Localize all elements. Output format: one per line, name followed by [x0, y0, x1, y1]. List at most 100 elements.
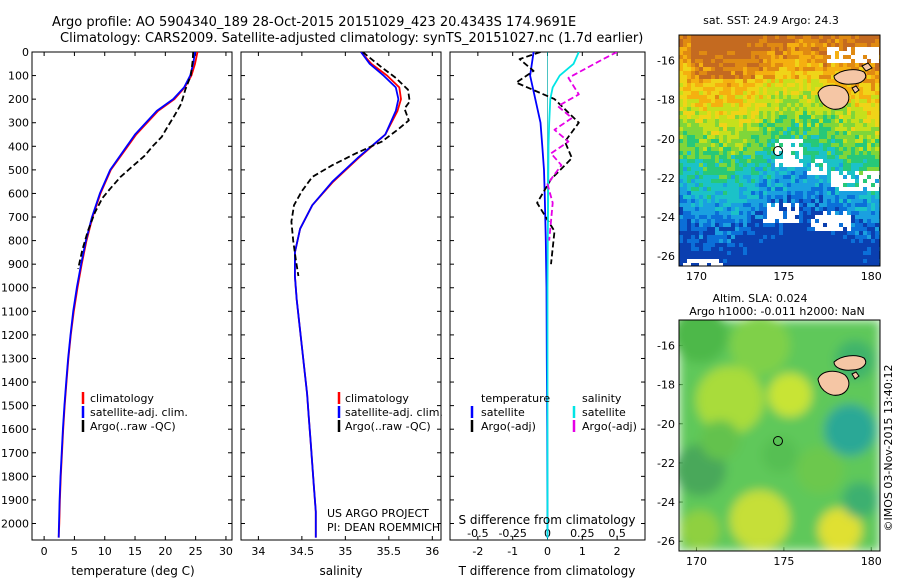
sst-pixel: [763, 127, 768, 132]
sst-pixel: [727, 247, 732, 252]
sst-pixel: [827, 199, 832, 204]
sst-pixel: [695, 231, 700, 236]
sst-pixel: [803, 103, 808, 108]
sst-pixel: [763, 135, 768, 140]
sst-pixel: [815, 199, 820, 204]
sst-pixel: [735, 183, 740, 188]
sst-pixel: [759, 167, 764, 172]
sst-pixel: [779, 151, 784, 156]
sst-pixel: [875, 95, 880, 100]
sst-pixel: [743, 243, 748, 248]
sst-pixel: [743, 255, 748, 260]
sst-pixel: [807, 99, 812, 104]
sst-pixel: [823, 127, 828, 132]
sst-pixel: [715, 107, 720, 112]
sst-pixel: [723, 175, 728, 180]
sst-pixel: [731, 187, 736, 192]
sst-pixel: [791, 259, 796, 264]
sst-pixel: [735, 99, 740, 104]
sst-pixel: [815, 59, 820, 64]
sst-pixel: [815, 55, 820, 60]
sst-pixel: [795, 119, 800, 124]
sst-pixel: [795, 251, 800, 256]
sst-pixel: [739, 235, 744, 240]
sst-pixel: [739, 203, 744, 208]
sst-pixel: [751, 87, 756, 92]
sst-pixel: [799, 147, 804, 152]
legend-label-temp-argo: Argo(-adj): [481, 420, 536, 433]
sst-pixel: [847, 231, 852, 236]
project-line1: US ARGO PROJECT: [327, 507, 429, 520]
sst-pixel: [695, 191, 700, 196]
sst-pixel: [743, 223, 748, 228]
sst-map: [678, 34, 881, 267]
sst-pixel: [831, 75, 836, 80]
sst-pixel: [787, 51, 792, 56]
sst-pixel: [743, 179, 748, 184]
sst-pixel: [679, 211, 684, 216]
sst-pixel: [747, 211, 752, 216]
sst-pixel: [799, 39, 804, 44]
sst-pixel: [871, 123, 876, 128]
sst-pixel: [767, 247, 772, 252]
sst-pixel: [819, 223, 824, 228]
sst-pixel: [719, 223, 724, 228]
sst-pixel: [727, 227, 732, 232]
sst-pixel: [755, 95, 760, 100]
sst-pixel: [787, 127, 792, 132]
sst-pixel: [747, 195, 752, 200]
sst-pixel: [859, 207, 864, 212]
sst-pixel: [803, 79, 808, 84]
sst-pixel: [851, 155, 856, 160]
sst-pixel: [695, 183, 700, 188]
sst-pixel: [859, 51, 864, 56]
sst-pixel: [815, 239, 820, 244]
sst-pixel: [779, 203, 784, 208]
sst-pixel: [747, 235, 752, 240]
sst-pixel: [827, 255, 832, 260]
sst-pixel: [703, 87, 708, 92]
sst-pixel: [815, 63, 820, 68]
sst-pixel: [867, 107, 872, 112]
sst-pixel: [839, 115, 844, 120]
sst-pixel: [719, 255, 724, 260]
sst-pixel: [763, 191, 768, 196]
sst-pixel: [719, 147, 724, 152]
sst-pixel: [759, 263, 764, 266]
sst-pixel: [751, 39, 756, 44]
sst-pixel: [867, 247, 872, 252]
sst-pixel: [839, 127, 844, 132]
sst-pixel: [855, 175, 860, 180]
sst-pixel: [679, 47, 684, 52]
sst-pixel: [851, 211, 856, 216]
sst-pixel: [683, 67, 688, 72]
sst-pixel: [735, 215, 740, 220]
sst-pixel: [803, 55, 808, 60]
sst-pixel: [775, 231, 780, 236]
sst-pixel: [731, 123, 736, 128]
sst-pixel: [703, 239, 708, 244]
sst-pixel: [799, 255, 804, 260]
sst-pixel: [875, 39, 880, 44]
sst-pixel: [791, 131, 796, 136]
sst-pixel: [707, 207, 712, 212]
sst-pixel: [715, 239, 720, 244]
sst-pixel: [699, 171, 704, 176]
sst-pixel: [771, 191, 776, 196]
sst-pixel: [811, 183, 816, 188]
sst-pixel: [831, 163, 836, 168]
sst-pixel: [707, 35, 712, 40]
sst-pixel: [815, 79, 820, 84]
sst-pixel: [747, 79, 752, 84]
sst-pixel: [791, 119, 796, 124]
lat-tick-label: -20: [657, 418, 675, 431]
sst-pixel: [755, 139, 760, 144]
sst-pixel: [711, 239, 716, 244]
sst-pixel: [747, 175, 752, 180]
sst-pixel: [715, 263, 720, 266]
sst-pixel: [851, 151, 856, 156]
sst-pixel: [683, 103, 688, 108]
sst-pixel: [763, 67, 768, 72]
sst-pixel: [803, 187, 808, 192]
sst-pixel: [711, 67, 716, 72]
